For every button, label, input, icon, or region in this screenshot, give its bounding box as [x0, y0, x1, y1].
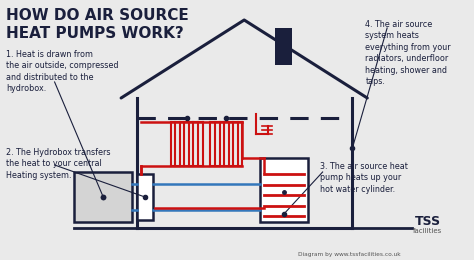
Text: HOW DO AIR SOURCE: HOW DO AIR SOURCE [6, 8, 189, 23]
Text: 3. The air source heat
pump heats up your
hot water cylinder.: 3. The air source heat pump heats up you… [319, 162, 408, 194]
Text: HEAT PUMPS WORK?: HEAT PUMPS WORK? [6, 26, 184, 41]
Text: TSS: TSS [415, 215, 441, 228]
Bar [137, 174, 153, 220]
Text: facilities: facilities [413, 228, 442, 234]
Text: Diagram by www.tssfacilities.co.uk: Diagram by www.tssfacilities.co.uk [298, 252, 401, 257]
Bar [260, 158, 308, 222]
Text: 4. The air source
system heats
everything from your
radiators, underfloor
heatin: 4. The air source system heats everythin… [365, 20, 451, 86]
Text: 1. Heat is drawn from
the air outside, compressed
and distributed to the
hydrobo: 1. Heat is drawn from the air outside, c… [6, 50, 118, 93]
Text: 2. The Hydrobox transfers
the heat to your central
Heating system.: 2. The Hydrobox transfers the heat to yo… [6, 148, 110, 180]
Bar [275, 28, 292, 65]
Bar [74, 172, 132, 222]
